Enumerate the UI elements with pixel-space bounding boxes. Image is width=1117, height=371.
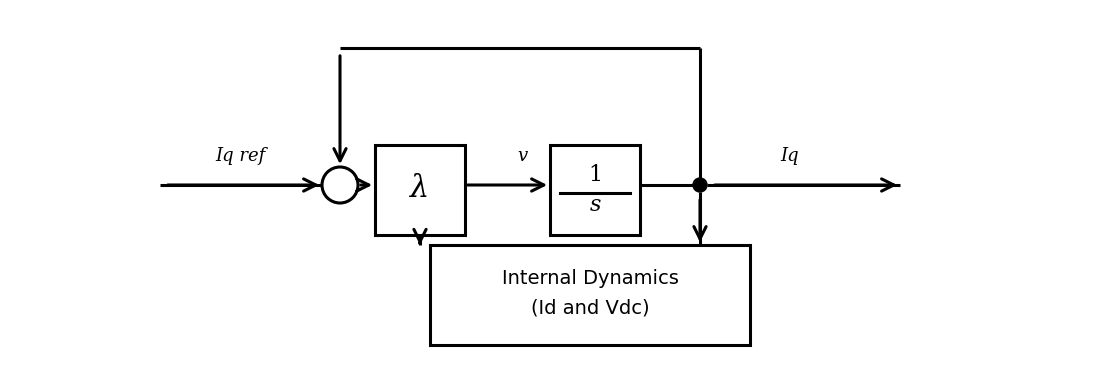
Bar [375, 145, 465, 235]
Text: v: v [517, 147, 527, 165]
Text: s: s [590, 194, 601, 216]
Bar [550, 145, 640, 235]
Text: 1: 1 [588, 164, 602, 186]
Text: Iq ref: Iq ref [214, 147, 265, 165]
Text: (Id and Vdc): (Id and Vdc) [531, 299, 649, 318]
Text: λ: λ [410, 173, 430, 204]
Bar [430, 245, 750, 345]
Text: Iq: Iq [781, 147, 800, 165]
Circle shape [693, 178, 707, 192]
Text: Internal Dynamics: Internal Dynamics [502, 269, 678, 288]
